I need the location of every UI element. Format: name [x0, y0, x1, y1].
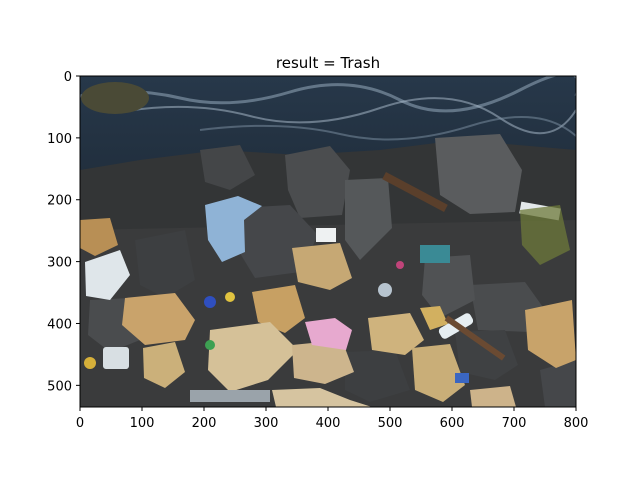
x-tick-label: 400	[316, 416, 341, 431]
litter-bit	[205, 340, 215, 350]
water-ripple	[199, 116, 576, 141]
x-tick-label: 700	[502, 416, 527, 431]
tan-stone	[208, 322, 298, 392]
x-tick-label: 0	[76, 416, 84, 431]
wooden-plank	[382, 172, 448, 212]
plastic-wrapper	[190, 390, 270, 402]
tan-stone	[143, 342, 185, 388]
pink-plastic-bag	[305, 318, 352, 350]
litter-bit	[204, 296, 216, 308]
chart-title: result = Trash	[276, 54, 380, 72]
plastic-bottle	[455, 373, 469, 383]
teal-litter	[420, 245, 450, 263]
tan-stone	[80, 218, 118, 256]
dark-rock	[285, 146, 350, 218]
tan-stone	[122, 293, 195, 345]
water-ripple	[80, 76, 576, 113]
tan-stone	[470, 386, 516, 407]
x-tick-label: 800	[564, 416, 589, 431]
tan-stone	[420, 306, 448, 330]
tan-stone	[292, 243, 352, 290]
tan-stone	[292, 340, 354, 384]
wooden-plank	[444, 315, 506, 361]
dark-rock	[135, 230, 195, 298]
litter-bit	[225, 292, 235, 302]
dark-rock	[345, 178, 392, 260]
dark-rock	[200, 145, 255, 190]
x-tick-label: 100	[130, 416, 155, 431]
cup-litter	[316, 228, 336, 242]
white-plastic-bag	[85, 250, 130, 300]
x-tick-label: 200	[192, 416, 217, 431]
water-ripple	[119, 97, 576, 135]
y-tick-label: 100	[47, 132, 72, 147]
y-tick-label: 200	[47, 194, 72, 209]
mossy-patch	[520, 205, 570, 265]
dark-rock	[422, 255, 475, 318]
dark-rock	[455, 330, 518, 380]
x-tick-label: 500	[378, 416, 403, 431]
dark-rock	[435, 134, 522, 214]
mossy-rock	[81, 82, 149, 114]
photo-image	[80, 76, 576, 407]
tan-stone	[368, 313, 424, 355]
tan-stone	[252, 285, 305, 333]
tan-stone	[525, 300, 576, 368]
x-tick-label: 600	[440, 416, 465, 431]
litter-bit	[396, 261, 404, 269]
y-axis: 0 100 200 300 400 500	[47, 70, 80, 394]
tan-stone	[272, 388, 372, 407]
litter-bit	[378, 283, 392, 297]
x-tick-label: 300	[254, 416, 279, 431]
y-tick-label: 500	[47, 379, 72, 394]
y-tick-label: 0	[64, 70, 72, 85]
litter-bit	[84, 357, 96, 369]
plastic-bottle	[103, 347, 129, 369]
dark-rock	[345, 350, 410, 402]
y-tick-label: 300	[47, 256, 72, 271]
tan-stone	[412, 344, 465, 402]
x-axis: 0 100 200 300 400 500 600 700 800	[76, 407, 589, 431]
y-tick-label: 400	[47, 317, 72, 332]
dark-rock	[540, 360, 576, 407]
blue-plastic-bag	[205, 196, 262, 262]
